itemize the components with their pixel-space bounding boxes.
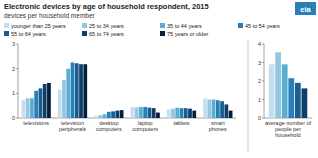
bar [111,111,115,118]
legend-swatch [160,23,165,28]
bar [180,108,184,118]
legend-label: 25 to 34 years [89,23,124,29]
bar [26,98,30,118]
bar [62,80,66,118]
legend-swatch [82,23,87,28]
legend-swatch [4,31,9,36]
bar [115,111,119,118]
legend-label: 35 to 44 years [167,23,202,29]
bar [156,113,160,118]
legend: younger than 25 years 25 to 34 years 35 to… [4,23,280,37]
bar [120,110,124,118]
legend-swatch [82,31,87,36]
bar [171,109,175,118]
bar [83,64,87,118]
bar [66,69,70,118]
x-tick-label: smartphones [209,120,227,132]
bar [135,107,139,118]
x-tick-label: desktopcomputers [96,120,122,132]
bar [139,107,143,118]
bar [98,115,102,118]
y-tick-label: 4 [258,41,261,47]
bar [220,101,224,118]
axes: 0 1 2 3 4 average number ofpeople perhousehol… [258,41,312,138]
bar [103,114,107,118]
bar [224,104,228,118]
legend-swatch [238,23,243,28]
bar [71,63,75,119]
legend-label: 65 to 74 years [89,31,124,37]
bar [22,100,26,118]
bar [269,64,275,118]
y-tick-label: 2 [12,66,15,72]
bar [288,78,294,118]
logo-box [295,2,316,15]
annotation: eia [300,5,311,14]
bar [107,112,111,118]
bar [47,83,51,118]
bar [275,52,281,118]
bar [184,108,188,118]
bar [203,98,207,118]
bars [269,52,308,118]
legend-label: 45 to 54 years [245,23,280,29]
separator [248,40,249,152]
x-tick-label: laptopcomputers [132,120,158,132]
x-tick-label: tablets [173,120,189,126]
bar [167,109,171,118]
bar [212,100,216,119]
y-axis [264,44,265,118]
title: Electronic devices by age of household r… [4,2,209,11]
bar [43,84,47,118]
bar [216,100,220,118]
bar [188,109,192,118]
bar [143,107,147,118]
bar [30,98,34,118]
y-tick-label: 3 [12,41,15,47]
legend-label: 55 to 64 years [11,31,46,37]
bars [22,63,233,119]
bar [94,116,98,118]
bar [131,107,135,118]
bar [58,90,62,118]
bar [75,63,79,118]
x-tick-label: average number ofpeople perhousehold [265,120,312,138]
chart: Electronic devices by age of household r… [0,0,318,158]
background [0,0,318,158]
y-tick-label: 1 [12,90,15,96]
axes: 0 1 2 3 televisions televisionperipherals desk… [12,41,236,132]
bar [175,108,179,118]
legend-label: younger than 25 years [11,23,66,29]
legend-swatch [4,23,9,28]
x-tick-label: televisionperipherals [59,120,86,132]
bar [282,64,288,118]
y-tick-label: 0 [258,115,261,121]
y-tick-label: 1 [258,97,261,103]
bar [39,88,43,118]
y-tick-label: 0 [12,115,15,121]
bar [295,83,301,118]
bar [192,111,196,118]
y-tick-label: 3 [258,60,261,66]
bar [152,108,156,118]
logo: eia [295,2,316,15]
legend-swatch [160,31,165,36]
x-tick-label: televisions [23,120,49,126]
bar [229,111,233,118]
bar [148,108,152,118]
legend-label: 75 years or older [167,31,208,37]
bar [79,64,83,118]
y-tick-label: 2 [258,78,261,84]
y-axis [18,44,19,118]
bar [34,91,38,118]
subtitle: devices per household member [4,12,96,20]
bar [207,100,211,119]
bar [302,88,308,118]
